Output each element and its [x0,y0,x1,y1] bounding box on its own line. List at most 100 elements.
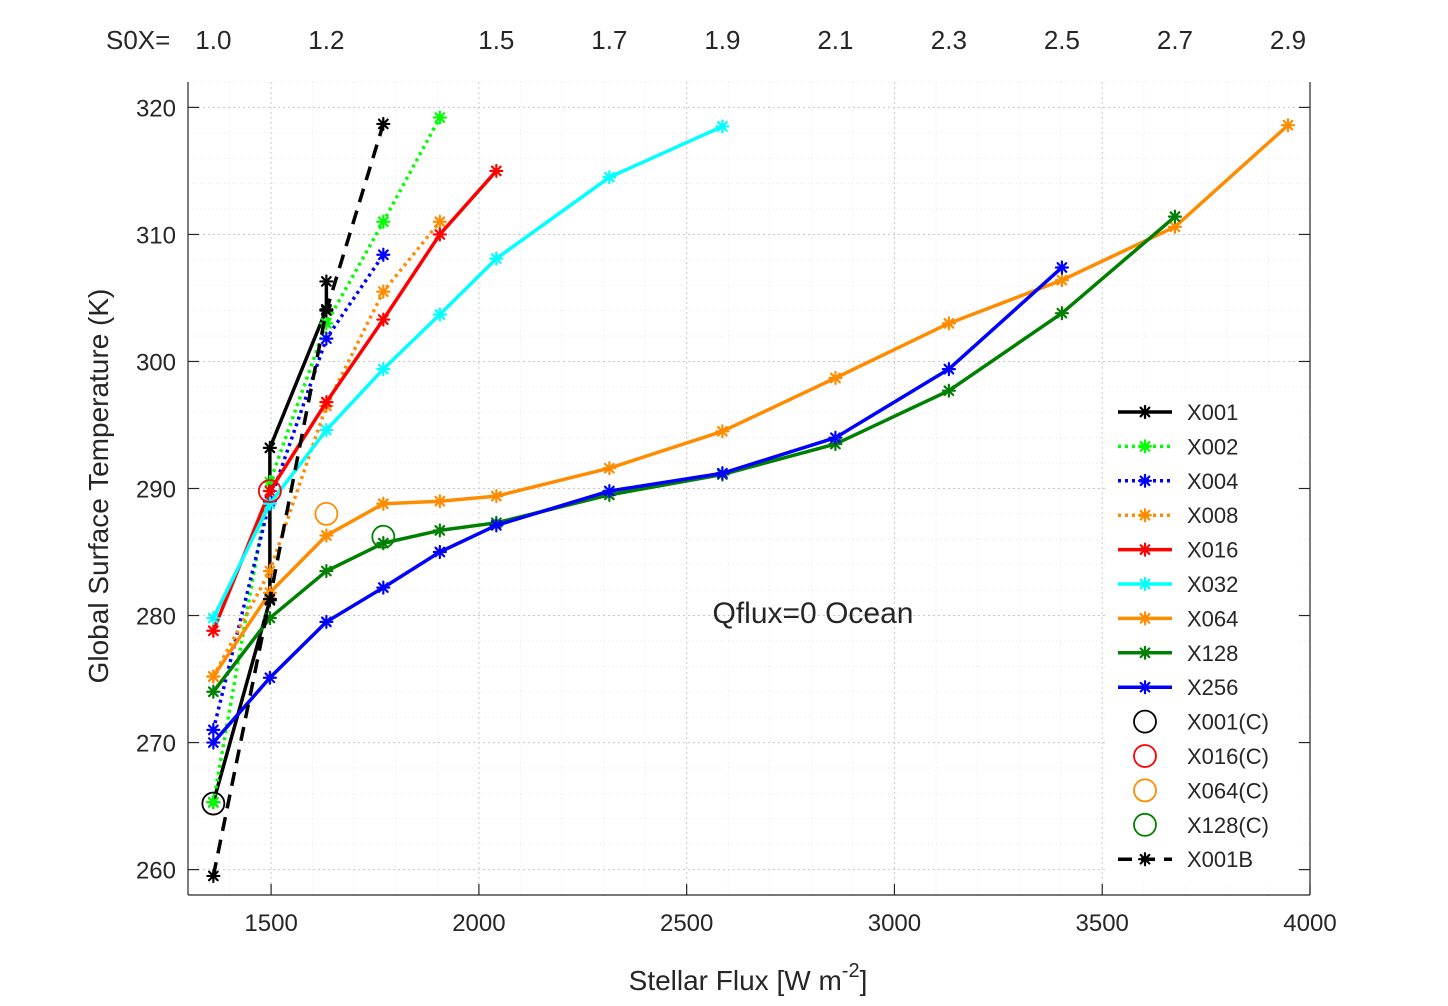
series-x001b [206,116,391,884]
x-tick-label: 3000 [868,910,921,937]
series-line-x001b [211,123,385,877]
series-x016-c [257,479,282,503]
legend-label: X064(C) [1187,778,1269,803]
marker-stroke [943,317,955,329]
marker-stroke [377,363,389,375]
data-point-x064 [376,496,391,511]
series-x128 [206,209,1183,699]
legend-label: X008 [1187,503,1238,528]
data-point-x016 [206,623,221,638]
top-tick-label: 1.2 [308,25,344,55]
legend-swatch-marker [1133,709,1157,734]
legend-swatch-marker [1137,473,1153,488]
marker-stroke [377,118,389,130]
data-point-x256 [376,580,391,595]
marker-stroke [434,216,446,228]
marker-stroke [1139,647,1151,659]
data-point-x001b [376,116,391,132]
marker-stroke [264,442,276,454]
y-tick-label: 260 [136,858,176,885]
data-point-x016 [432,227,447,242]
marker-stroke [716,467,728,479]
legend-swatch-marker [1133,812,1157,837]
legend-swatch-marker [1137,404,1153,420]
marker-stroke [264,565,276,577]
marker-stroke [377,249,389,261]
x-tick-label: 1500 [244,910,297,937]
data-point-x256 [206,735,221,750]
legend-item-x064: X064 [1118,606,1238,631]
data-point-x004 [206,722,221,737]
data-point-x128 [1167,209,1183,224]
data-point-x008 [376,284,391,299]
data-point-x016 [376,312,391,327]
x-axis-label-main: Stellar Flux [W m [629,965,842,996]
data-point-x004 [376,247,391,262]
legend-swatch-marker [1133,778,1157,803]
marker-stroke [716,121,728,132]
data-point-x001b [319,303,334,318]
marker-stroke [716,425,728,437]
data-point-x128 [1054,306,1070,321]
legend-item-x032: X032 [1118,572,1238,597]
legend-label: X016 [1187,538,1238,563]
marker-stroke [1282,119,1294,131]
legend-box [1108,392,1298,886]
data-point-x016-c [257,479,282,503]
x-axis-label-suffix: ] [860,965,868,996]
legend-label: X001B [1187,847,1253,872]
data-point-x128 [206,684,221,699]
data-point-x001 [319,274,334,289]
x-tick-label: 3500 [1076,910,1129,937]
data-point-x016 [489,163,504,179]
y-axis-label: Global Surface Temperature (K) [83,289,114,684]
marker-stroke [377,216,389,228]
series-x001-c [201,791,226,816]
marker-stroke [377,498,389,510]
axes: 1500 2000 2500 3000 3500 4000 260 270 280 290 300 3… [136,82,1337,937]
data-point-x002 [376,214,391,229]
marker-stroke [377,582,389,594]
marker-stroke [207,724,219,736]
top-tick-label: 1.9 [704,25,740,55]
data-point-x001-c [201,791,226,816]
marker-stroke [320,424,332,436]
top-tick-label: 1.0 [195,25,231,55]
legend-swatch-marker [1137,611,1153,626]
marker-stroke [490,165,502,177]
x-axis-label-exponent: -2 [842,960,860,982]
data-point-x001b [262,591,277,607]
series-x016 [206,163,504,638]
marker-stroke [1139,440,1151,452]
marker-stroke [264,476,276,488]
data-point-x032 [319,422,334,438]
marker-stroke [434,112,446,123]
marker-stroke [377,314,389,325]
marker-stroke [377,537,389,549]
legend-label: X002 [1187,434,1238,459]
x-tick-label: 4000 [1283,910,1336,937]
data-point-x064 [432,494,447,509]
marker-stroke [830,432,841,444]
marker-stroke [434,525,446,536]
marker-stroke [207,625,219,637]
data-point-x256 [828,430,843,445]
legend-item-x064-c: X064(C) [1133,778,1269,803]
y-tick-label: 300 [136,349,176,376]
data-point-x256 [941,361,956,377]
marker-stroke [320,616,332,628]
data-point-x032 [602,170,617,185]
data-point-x128 [432,523,447,538]
legend-item-x128: X128 [1118,641,1238,666]
data-point-x064 [715,424,730,439]
top-axis-ticks: 1.0 1.2 1.5 1.7 1.9 2.1 2.3 2.5 2.7 2.9 [195,25,1306,55]
legend-label: X016(C) [1187,744,1269,769]
data-point-x032 [432,307,447,322]
data-point-x008 [432,214,447,229]
marker-stroke [1169,211,1181,223]
marker-stroke [490,490,502,502]
data-point-x032 [376,361,391,377]
legend-label: X032 [1187,572,1238,597]
legend-swatch-marker [1133,744,1157,768]
legend-label: X004 [1187,469,1238,494]
